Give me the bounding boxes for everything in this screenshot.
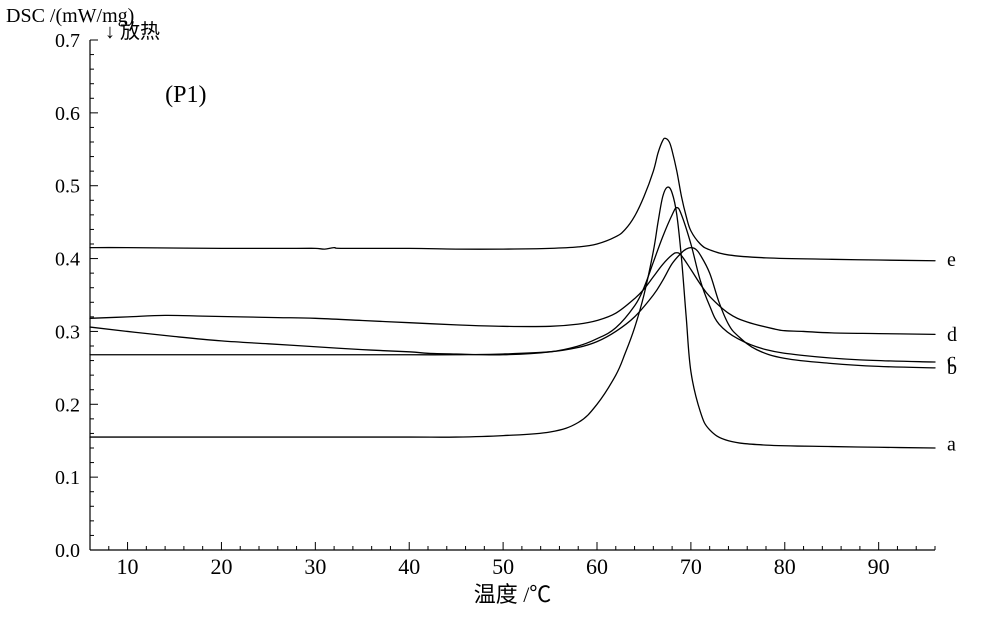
chart-svg: 0.0 0.1 0.2 0.3 0.4 0.5 0.6 0.7 10 20 30 40 50 60 70 80… (0, 0, 1000, 625)
exo-down-label: ↓ 放热 (105, 20, 160, 43)
series-label-a: a (947, 433, 956, 455)
x-tick-label: 40 (398, 554, 420, 579)
x-tick-label: 80 (774, 554, 796, 579)
x-tick-label: 10 (117, 554, 139, 579)
dsc-chart: 0.0 0.1 0.2 0.3 0.4 0.5 0.6 0.7 10 20 30 40 50 60 70 80… (0, 0, 1000, 625)
series-label-d: d (947, 324, 957, 346)
panel-label: (P1) (165, 82, 206, 108)
y-tick-label: 0.6 (55, 103, 80, 125)
x-tick-label: 30 (304, 554, 326, 579)
series-label-e: e (947, 249, 956, 271)
y-tick-label: 0.1 (55, 467, 80, 489)
x-tick-label: 70 (680, 554, 702, 579)
y-tick-label: 0.0 (55, 540, 80, 562)
y-tick-label: 0.7 (55, 30, 80, 52)
y-tick-label: 0.2 (55, 394, 80, 416)
x-axis-title: 温度 /℃ (474, 582, 552, 607)
x-tick-label: 90 (868, 554, 890, 579)
y-tick-label: 0.3 (55, 321, 80, 343)
x-tick-label: 20 (210, 554, 232, 579)
y-tick-label: 0.5 (55, 176, 80, 198)
x-tick-label: 50 (492, 554, 514, 579)
series-label-c: c (947, 350, 956, 372)
x-tick-label: 60 (586, 554, 608, 579)
y-tick-label: 0.4 (55, 249, 80, 271)
